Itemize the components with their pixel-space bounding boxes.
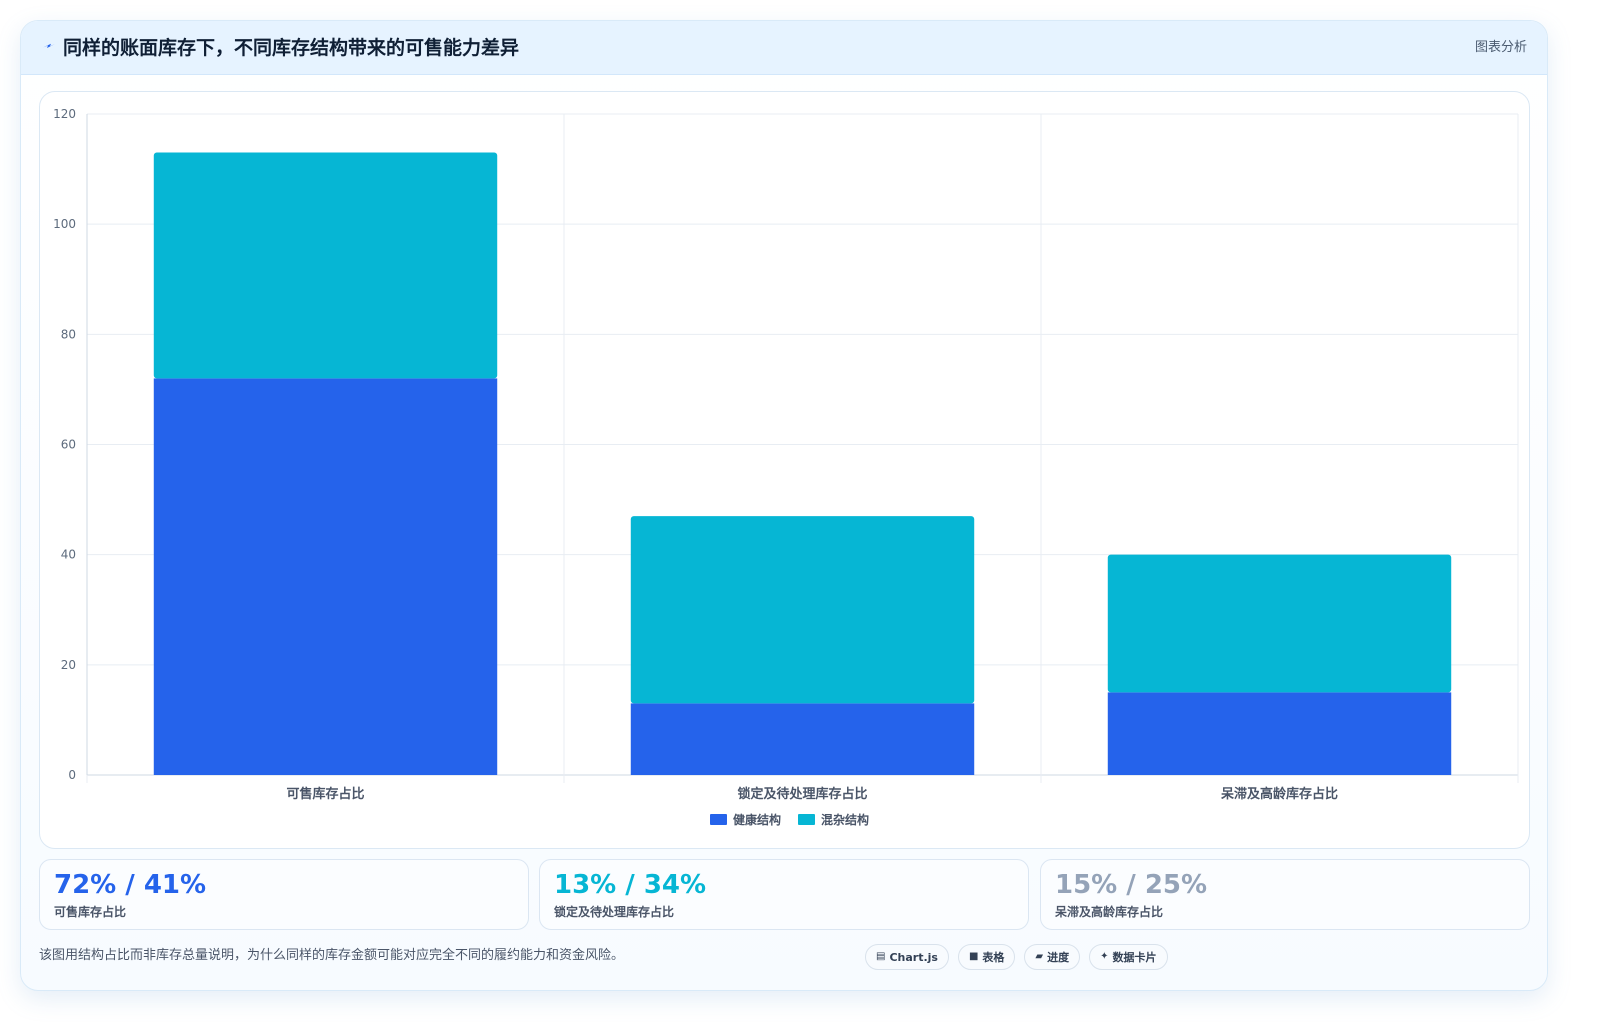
y-tick-label: 60 [61, 438, 76, 452]
stat-value-sellable: 72% / 41% [54, 870, 207, 900]
legend-swatch [798, 814, 815, 825]
chart-feature-chips: ▤ Chart.js ■ 表格 ▰ 进度 ✦ 数据卡片 [865, 944, 1168, 972]
sparkle-icon: ✦ [1100, 951, 1109, 962]
bar-mixed [153, 152, 498, 379]
stat-card-locked: 13% / 34% 锁定及待处理库存占比 [539, 859, 1029, 930]
y-tick-label: 20 [61, 658, 76, 672]
bar-healthy [153, 378, 498, 775]
stat-label-locked: 锁定及待处理库存占比 [554, 905, 675, 919]
chart-icon: ▤ [876, 951, 886, 962]
stat-value-stagnant: 15% / 25% [1055, 870, 1208, 900]
x-category-label: 锁定及待处理库存占比 [737, 786, 867, 802]
bar-mixed [1107, 554, 1452, 693]
x-category-label: 呆滞及高龄库存占比 [1220, 786, 1338, 802]
progress-icon: ▰ [1035, 951, 1044, 962]
panel-header: 同样的账面库存下，不同库存结构带来的可售能力差异 图表分析 [21, 21, 1547, 75]
y-tick-label: 100 [53, 217, 76, 231]
y-tick-label: 80 [61, 327, 76, 341]
chart-analysis-tag: 图表分析 [1474, 40, 1527, 55]
chip-chartjs-label: Chart.js [889, 950, 938, 964]
stat-card-sellable: 72% / 41% 可售库存占比 [39, 859, 529, 930]
legend-swatch [710, 814, 727, 825]
y-tick-label: 120 [53, 107, 76, 121]
chip-progress[interactable]: ▰ 进度 [1024, 944, 1081, 970]
bar-mixed [630, 516, 975, 704]
chip-data-card[interactable]: ✦ 数据卡片 [1089, 944, 1168, 970]
stat-label-sellable: 可售库存占比 [54, 905, 127, 919]
chip-progress-label: 进度 [1047, 951, 1070, 964]
chart-panel: 同样的账面库存下，不同库存结构带来的可售能力差异 图表分析 0 20 40 60 80 1… [20, 20, 1548, 991]
chart-footnote: 该图用结构占比而非库存总量说明，为什么同样的库存金额可能对应完全不同的履约能力和… [39, 948, 625, 963]
bar-healthy [630, 703, 975, 775]
y-tick-label: 40 [61, 548, 76, 562]
legend-label: 健康结构 [733, 812, 781, 827]
chart-card: 0 20 40 60 80 100 120 可售库存占比 锁定及待处理库存占比 呆滞及高龄库存占比… [39, 91, 1530, 849]
table-icon: ■ [968, 951, 979, 962]
stat-label-stagnant: 呆滞及高龄库存占比 [1055, 905, 1164, 919]
chip-table[interactable]: ■ 表格 [957, 944, 1016, 970]
stat-value-locked: 13% / 34% [554, 870, 707, 900]
chip-data-card-label: 数据卡片 [1112, 951, 1157, 964]
panel-title: 同样的账面库存下，不同库存结构带来的可售能力差异 [63, 37, 520, 59]
x-category-label: 可售库存占比 [286, 786, 364, 802]
stat-card-stagnant: 15% / 25% 呆滞及高龄库存占比 [1040, 859, 1530, 930]
lightning-icon [43, 43, 55, 48]
stacked-bar-chart: 0 20 40 60 80 100 120 可售库存占比 锁定及待处理库存占比 呆滞及高龄库存占比… [53, 107, 1519, 827]
chip-table-label: 表格 [982, 951, 1005, 964]
legend-label: 混杂结构 [821, 812, 869, 827]
chip-chartjs[interactable]: ▤ Chart.js [865, 944, 949, 970]
y-tick-label: 0 [68, 768, 76, 782]
bar-healthy [1107, 692, 1452, 775]
